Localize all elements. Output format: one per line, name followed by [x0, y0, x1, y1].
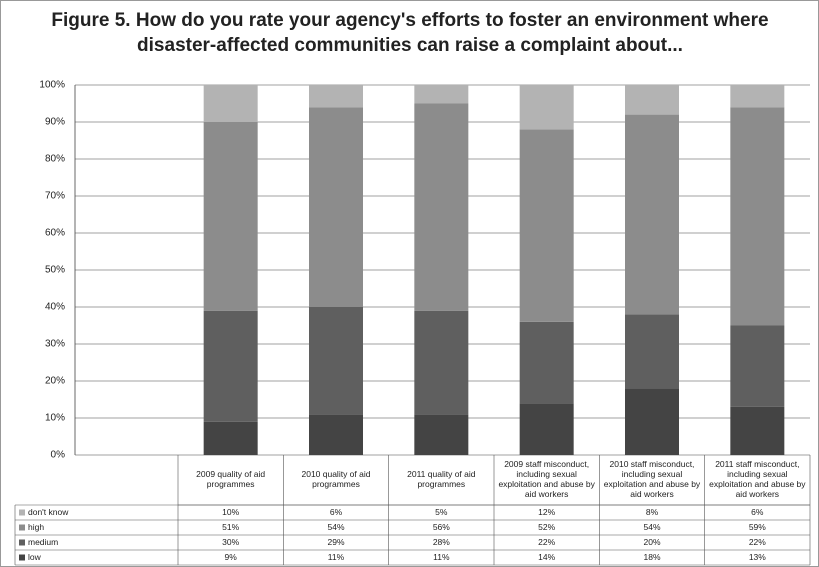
data-label: 11% [433, 552, 450, 562]
x-tick-label: 2009 staff misconduct, including sexual … [498, 459, 595, 499]
data-label: 52% [538, 522, 555, 532]
y-tick-label: 10% [45, 413, 65, 424]
data-label: 6% [751, 507, 764, 517]
data-label: 54% [643, 522, 660, 532]
data-label: 6% [330, 507, 343, 517]
y-tick-label: 20% [45, 376, 65, 387]
data-label: 54% [327, 522, 344, 532]
data-label: 13% [749, 552, 766, 562]
bar-segment [203, 85, 258, 122]
legend-label: medium [28, 537, 58, 547]
y-tick-label: 70% [45, 191, 65, 202]
y-tick-label: 100% [39, 80, 65, 91]
bar-segment [519, 403, 574, 455]
y-tick-label: 80% [45, 154, 65, 165]
legend-swatch [19, 509, 25, 516]
bar-segment [203, 310, 258, 422]
data-label: 10% [222, 507, 239, 517]
x-tick-label-box: 2010 staff misconduct, including sexual … [603, 459, 701, 499]
x-tick-label: 2011 quality of aid programmes [407, 469, 476, 489]
bar-segment [625, 314, 679, 389]
y-tick-label: 40% [45, 302, 65, 313]
bar-segment [730, 85, 785, 108]
data-label: 11% [328, 552, 345, 562]
data-label: 5% [435, 507, 448, 517]
bar-segment [203, 421, 258, 455]
bar-segment [309, 107, 363, 307]
chart-title: Figure 5. How do you rate your agency's … [51, 10, 769, 56]
data-label: 29% [327, 537, 344, 547]
bar-segment [625, 85, 679, 115]
data-label: 59% [749, 522, 766, 532]
y-tick-label: 30% [45, 339, 65, 350]
legend-swatch [19, 539, 25, 546]
y-tick-label: 60% [45, 228, 65, 239]
x-tick-label-box: 2010 quality of aid programmes [301, 469, 371, 489]
data-label: 22% [749, 537, 766, 547]
x-tick-label-box: 2009 staff misconduct, including sexual … [498, 459, 595, 499]
bar-segment [414, 310, 469, 415]
bar-segment [414, 85, 469, 104]
legend-label: low [28, 552, 42, 562]
bar-segment [203, 122, 258, 311]
data-label: 28% [433, 537, 450, 547]
bar-segment [625, 388, 679, 455]
legend-swatch [19, 524, 25, 531]
data-label: 18% [643, 552, 660, 562]
legend-label: don't know [28, 507, 69, 517]
bar-segment [519, 321, 574, 404]
data-label: 56% [433, 522, 450, 532]
data-label: 14% [538, 552, 555, 562]
bar-segment [519, 129, 574, 322]
data-label: 20% [643, 537, 660, 547]
bar-segment [730, 107, 785, 326]
bar-segment [309, 414, 363, 455]
x-tick-label: 2009 quality of aid programmes [196, 469, 266, 489]
x-tick-label-box: 2009 quality of aid programmes [196, 469, 266, 489]
y-tick-label: 0% [51, 450, 66, 461]
data-label: 22% [538, 537, 555, 547]
data-label: 12% [538, 507, 555, 517]
x-tick-label-box: 2011 staff misconduct, including sexual … [709, 459, 806, 499]
data-label: 9% [225, 552, 238, 562]
bar-segment [309, 307, 363, 415]
title-box: Figure 5. How do you rate your agency's … [51, 10, 769, 56]
x-tick-label: 2010 staff misconduct, including sexual … [603, 459, 701, 499]
y-tick-label: 90% [45, 117, 65, 128]
bar-segment [730, 325, 785, 407]
bar-segment [625, 114, 679, 315]
x-tick-label-box: 2011 quality of aid programmes [407, 469, 476, 489]
bar-segment [414, 103, 469, 311]
legend-swatch [19, 554, 25, 561]
data-label: 51% [222, 522, 239, 532]
bar-segment [519, 85, 574, 130]
y-tick-label: 50% [45, 265, 65, 276]
bar-segment [414, 414, 469, 455]
legend-label: high [28, 522, 44, 532]
data-label: 8% [646, 507, 659, 517]
bar-segment [309, 85, 363, 108]
data-label: 30% [222, 537, 239, 547]
x-tick-label: 2010 quality of aid programmes [301, 469, 371, 489]
bar-segment [730, 406, 785, 455]
x-tick-label: 2011 staff misconduct, including sexual … [709, 459, 806, 499]
